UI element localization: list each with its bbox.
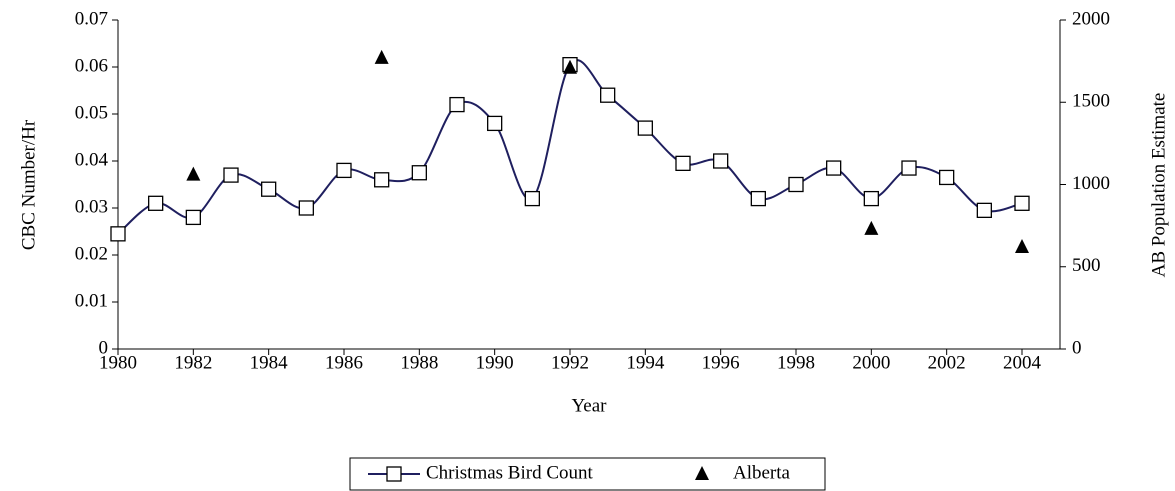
marker <box>695 466 709 480</box>
marker <box>374 49 389 64</box>
marker <box>788 176 804 193</box>
marker <box>186 166 201 181</box>
x-tick-label: 1994 <box>626 352 665 373</box>
marker <box>563 59 577 74</box>
marker <box>901 160 917 176</box>
marker <box>411 165 427 181</box>
marker <box>374 172 390 188</box>
x-tick-label: 1990 <box>476 352 514 373</box>
marker <box>261 181 277 197</box>
marker <box>449 96 465 113</box>
marker <box>185 209 201 226</box>
legend-box <box>349 457 826 491</box>
legend-label: Alberta <box>733 462 791 483</box>
marker <box>336 162 352 179</box>
x-tick-label: 2002 <box>928 352 966 373</box>
y-tick-label: 0 <box>99 337 109 358</box>
y2-axis-title: AB Population Estimate <box>1148 93 1169 278</box>
x-axis-title: Year <box>571 395 607 416</box>
y2-tick-label: 0 <box>1072 337 1082 358</box>
y-tick-label: 0.04 <box>75 149 109 170</box>
marker <box>487 115 503 132</box>
y-tick-label: 0.07 <box>75 8 108 29</box>
x-tick-label: 1996 <box>702 352 740 373</box>
x-tick-label: 1992 <box>551 352 589 373</box>
x-tick-label: 2004 <box>1003 352 1042 373</box>
marker <box>976 202 992 219</box>
x-tick-label: 1982 <box>174 352 212 373</box>
x-tick-label: 1998 <box>777 352 815 373</box>
y-tick-label: 0.06 <box>75 55 108 76</box>
legend-label: Christmas Bird Count <box>426 462 594 483</box>
marker <box>864 220 879 235</box>
marker <box>713 153 729 169</box>
x-tick-label: 2000 <box>852 352 890 373</box>
x-tick-label: 1984 <box>250 352 289 373</box>
line <box>117 59 1023 235</box>
marker <box>826 160 842 176</box>
marker <box>750 190 766 207</box>
x-tick-label: 1986 <box>325 352 363 373</box>
marker <box>939 169 955 186</box>
marker <box>863 190 879 207</box>
y2-tick-label: 2000 <box>1072 8 1110 29</box>
marker <box>1015 239 1029 254</box>
y-tick-label: 0.05 <box>75 102 108 123</box>
marker <box>1014 195 1030 211</box>
marker <box>298 200 314 216</box>
y-tick-label: 0.02 <box>75 243 108 264</box>
marker <box>600 87 616 103</box>
y2-tick-label: 1500 <box>1072 91 1110 112</box>
x-tick-label: 1980 <box>99 352 137 373</box>
y2-tick-label: 500 <box>1072 255 1101 276</box>
marker <box>675 155 691 172</box>
y-axis-title: CBC Number/Hr <box>18 119 39 250</box>
y-tick-label: 0.01 <box>75 290 108 311</box>
y-tick-label: 0.03 <box>75 196 108 217</box>
marker <box>637 120 653 136</box>
marker <box>524 190 540 207</box>
marker <box>110 226 126 242</box>
y2-tick-label: 1000 <box>1072 173 1110 194</box>
marker <box>148 195 164 211</box>
legend-marker <box>386 466 402 482</box>
marker <box>223 167 239 183</box>
x-tick-label: 1988 <box>400 352 438 373</box>
